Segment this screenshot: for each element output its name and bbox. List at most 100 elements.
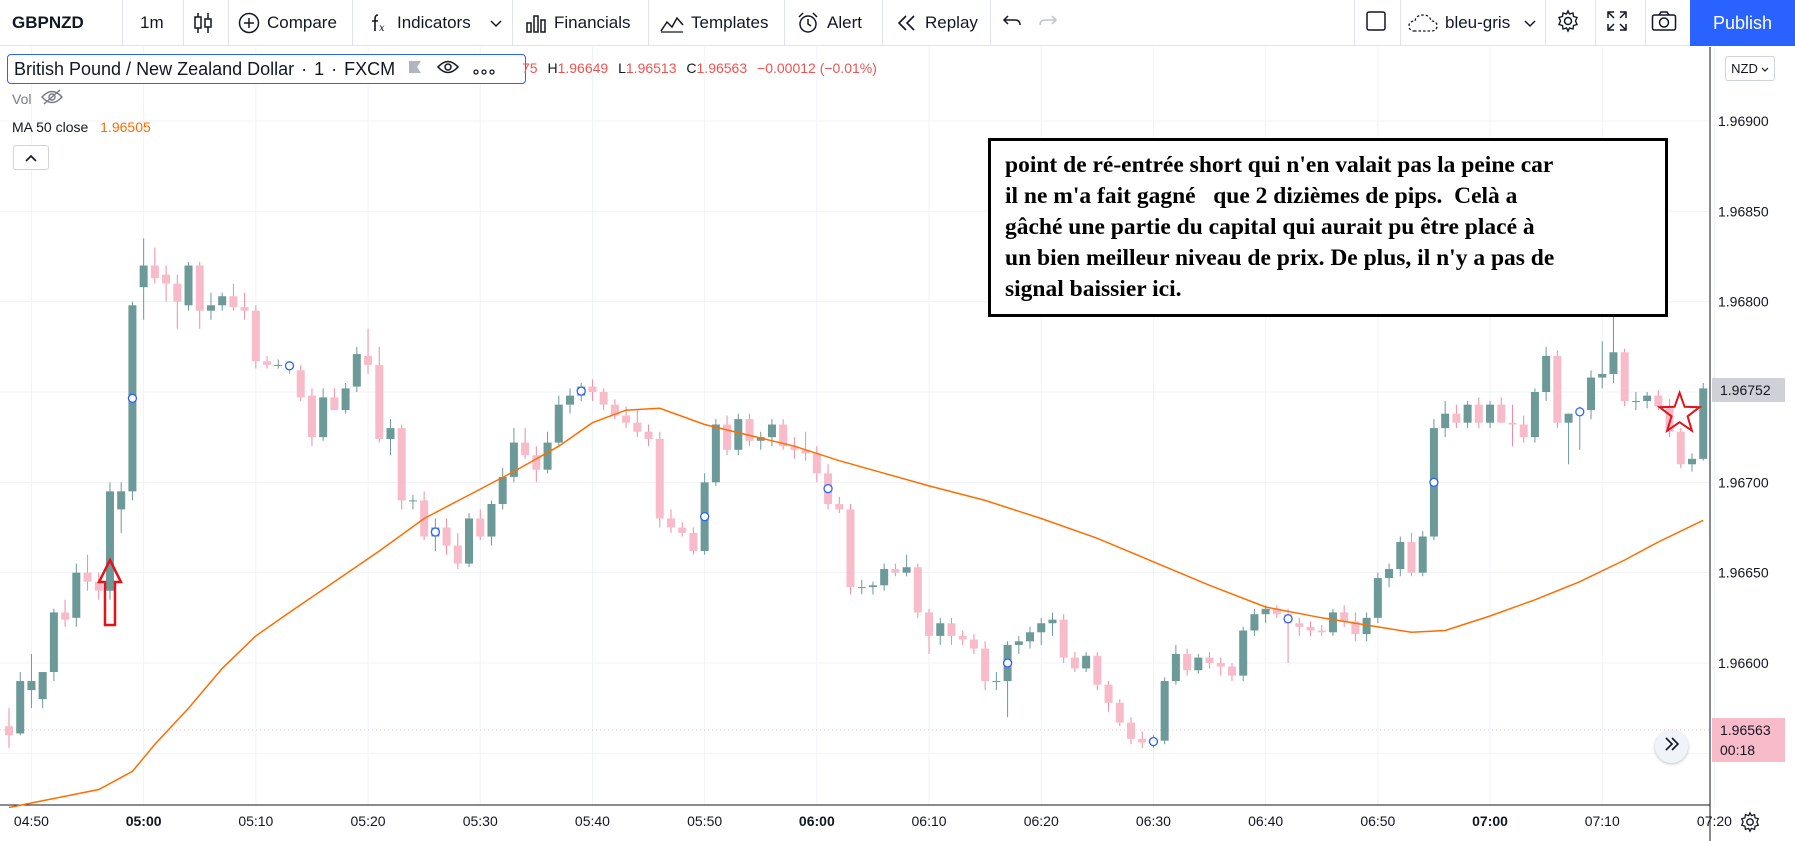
close-label: C [686,60,697,76]
candle-body [139,265,148,288]
publish-button[interactable]: Publish [1690,0,1795,46]
trade-marker [1283,614,1293,624]
time-tick-label: 07:20 [1697,813,1732,829]
fullscreen-button[interactable] [1606,0,1628,46]
snapshot-button[interactable] [1651,0,1677,46]
candle-body [229,296,238,308]
financials-button[interactable]: Financials [525,0,631,46]
countdown-value: 00:18 [1720,742,1756,758]
high-value: 1.96649 [557,60,609,76]
price-tick-label: 1.96700 [1718,474,1769,490]
interval-button[interactable]: 1m [140,0,164,46]
candle-body [925,612,934,636]
candle-body [1205,657,1214,663]
flag-icon[interactable] [407,59,423,80]
expand-icon [1606,10,1628,37]
fullscreen-layout-button[interactable] [1365,0,1387,46]
currency-selector[interactable]: NZD [1725,56,1775,81]
candle-body [1665,406,1674,432]
candle-body [1441,413,1450,429]
candle-body [936,623,945,636]
candle-body [745,419,754,441]
candle-body [83,572,92,582]
legend-interval: 1 [314,58,325,79]
rewind-icon [896,14,918,32]
candle-body [1587,377,1596,411]
function-icon: x [368,12,390,34]
volume-legend[interactable]: Vol [12,89,64,108]
candle-body [105,491,114,591]
replay-button[interactable]: Replay [896,0,978,46]
divider [784,0,785,46]
candle-body [206,305,215,311]
candle-body [1059,619,1068,658]
time-tick-label: 06:50 [1360,813,1395,829]
annotation-line: il ne m'a fait gagné que 2 dizièmes de p… [1005,183,1518,209]
compare-button[interactable]: Compare [238,0,337,46]
scroll-to-realtime-button[interactable] [1655,730,1688,763]
price-tick-label: 1.96850 [1718,203,1769,219]
candle-body [1542,355,1551,392]
time-tick-label: 05:40 [575,813,610,829]
close-value: 1.96563 [696,60,748,76]
more-options-icon[interactable] [473,59,495,80]
moving-average-legend[interactable]: MA 50 close 1.96505 [12,119,151,135]
drawn-star [1656,389,1703,434]
alert-button[interactable]: Alert [796,0,862,46]
candle-body [341,388,350,411]
candle-body [790,446,799,450]
candle-body [72,572,81,618]
candle-body [274,364,283,366]
candlestick-icon [193,12,213,34]
time-tick-label: 05:50 [687,813,722,829]
indicators-dropdown[interactable] [490,0,502,46]
last-price-tag-value: 1.96563 [1720,722,1771,738]
candle-body [352,354,361,387]
trade-marker [430,527,441,537]
redo-icon [1038,13,1058,34]
ohlc-values: 75 H1.96649 L1.96513 C1.96563 −0.00012 (… [522,60,877,76]
time-tick-label: 07:10 [1585,813,1620,829]
trade-marker [1002,658,1013,668]
candle-body [588,386,597,392]
candle-body [251,310,260,362]
candle-body [49,612,58,673]
candle-body [1261,608,1270,615]
undo-button[interactable] [1002,0,1022,46]
templates-icon [660,13,684,33]
layout-dropdown[interactable] [1524,0,1536,46]
symbol-search-button[interactable]: GBPNZD [12,0,84,46]
symbol-legend[interactable]: British Pound / New Zealand Dollar · 1 ·… [7,54,526,84]
chevron-down-icon [1524,13,1536,33]
candle-body [599,392,608,405]
candle-body [117,491,126,510]
layout-name-button[interactable]: bleu-gris [1408,0,1510,46]
eye-icon[interactable] [437,59,460,80]
annotation-text-box[interactable]: point de ré-entrée short qui n'en valait… [988,138,1668,317]
divider [1354,0,1355,46]
templates-button[interactable]: Templates [660,0,768,46]
collapse-legend-button[interactable] [13,145,49,170]
candle-body [1407,541,1416,573]
candle-body [94,581,103,591]
settings-button[interactable] [1556,0,1580,46]
candle-body [947,623,956,636]
indicators-button[interactable]: x Indicators [368,0,471,46]
annotation-line: un bien meilleur niveau de prix. De plus… [1005,245,1555,271]
candle-body [678,527,687,533]
layout-name-label: bleu-gris [1445,13,1511,32]
chart-type-button[interactable] [193,0,220,46]
price-chart[interactable]: 1.96900 1.96850 1.96800 1.96700 1.96650 1.966… [0,47,1795,841]
candle-body [1351,621,1360,635]
time-tick-label: 05:10 [238,813,273,829]
candle-body [969,639,978,649]
eye-hidden-icon[interactable] [41,89,64,108]
ma-price-tag-value: 1.96752 [1720,382,1771,398]
redo-button[interactable] [1038,0,1058,46]
candle-body [1508,422,1517,425]
symbol-label: GBPNZD [12,13,84,32]
candle-body [1530,392,1539,438]
candle-body [1183,653,1192,671]
chart-settings-button[interactable] [1735,809,1765,839]
candle-body [1609,352,1618,374]
